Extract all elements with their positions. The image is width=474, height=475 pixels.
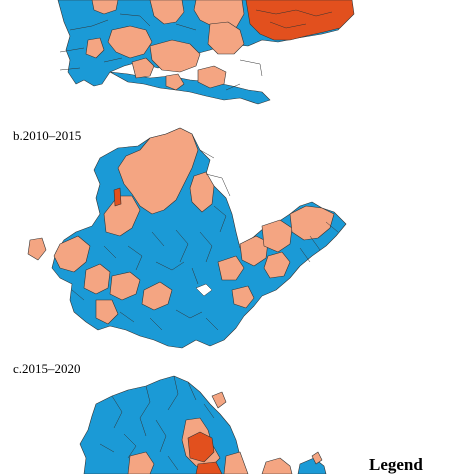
panel-b-label: b.2010–2015 [13, 128, 82, 143]
panel-b-region-s1 [117, 127, 199, 215]
panel-b-region-s11 [261, 219, 293, 253]
panel-a-region-s10 [165, 73, 185, 91]
panel-b-region-s14 [231, 285, 255, 309]
panel-c-region-red2 [195, 461, 223, 474]
panel-b-region-s10 [239, 235, 269, 267]
panel-c-region-s1 [211, 391, 227, 409]
panel-c-region-s4 [223, 451, 249, 474]
panel-b-region-red [113, 187, 122, 207]
panel-b-region-s5 [83, 263, 111, 295]
legend-title: Legend [369, 455, 423, 474]
panel-c-fragment-right2 [311, 451, 323, 465]
panel-b-region-s4 [53, 235, 91, 273]
panel-b-region-s8 [95, 299, 119, 325]
panel-b-region-s9 [217, 255, 245, 281]
panel-a-region-s6 [207, 21, 245, 55]
panel-c-region-s5 [261, 457, 293, 474]
panel-a-region-s8 [85, 37, 105, 59]
panel-b-region-s12 [289, 205, 335, 241]
panel-b-lake [195, 283, 213, 297]
panel-c-label: c.2015–2020 [13, 361, 81, 376]
panel-b-region-s13 [263, 251, 291, 279]
panel-a-map [57, 0, 355, 105]
panel-a-region-s9 [131, 57, 155, 79]
panel-a-region-s2 [149, 0, 185, 25]
panel-b-region-s7 [141, 281, 173, 311]
panel-c-map [79, 375, 327, 474]
panel-b-region-s2 [103, 195, 141, 237]
panel-b-islet [27, 237, 47, 261]
panel-a-region-red [245, 0, 355, 41]
panel-b-region-s6 [109, 271, 141, 301]
panel-a-region-s7 [197, 65, 227, 89]
panel-b-map [27, 127, 347, 349]
panel-c-base [79, 375, 247, 474]
panel-a-region-s1 [91, 0, 119, 15]
panel-c-region-s3 [127, 451, 155, 474]
panel-a-region-s4 [107, 25, 153, 59]
panel-c-region-red1 [187, 431, 215, 463]
panel-a-region-s5 [149, 39, 201, 73]
